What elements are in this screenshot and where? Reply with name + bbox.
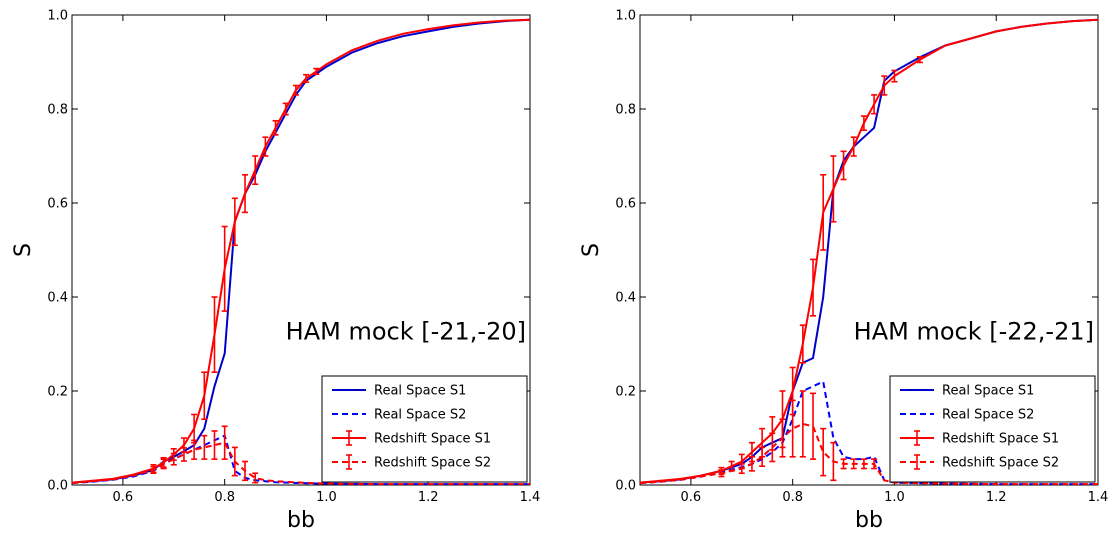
error-bar — [221, 425, 228, 460]
error-bar — [850, 136, 857, 157]
error-bar — [779, 418, 786, 458]
error-bar — [871, 94, 878, 115]
error-bar — [840, 458, 847, 470]
x-axis-label: bb — [287, 508, 315, 533]
y-tick-label: 1.0 — [615, 9, 636, 24]
error-bar — [303, 73, 310, 84]
legend-label: Real Space S2 — [374, 408, 466, 423]
legend: Real Space S1 Real Space S2 Redshift Space… — [321, 375, 528, 483]
legend-box — [889, 375, 1096, 483]
panel-annotation: HAM mock [-21,-20] — [286, 317, 526, 345]
x-tick-label: 0.6 — [113, 490, 134, 505]
error-bar — [881, 75, 888, 96]
y-tick-label: 1.0 — [47, 9, 68, 24]
error-bar — [292, 84, 299, 96]
error-bar — [748, 455, 755, 472]
error-bar — [231, 446, 238, 477]
x-tick-label: 0.8 — [782, 490, 803, 505]
chart-panel-1: 0.6 0.8 1.0 1.2 1.40.00.20.40.60.81.0bbSHAM … — [11, 9, 540, 534]
legend-label: Redshift Space S2 — [374, 456, 491, 471]
error-bar — [242, 174, 249, 214]
series-line-3 — [640, 18, 1098, 484]
error-bar — [282, 102, 289, 116]
legend-label: Real Space S1 — [374, 384, 466, 399]
error-bar — [738, 463, 745, 475]
y-tick-label: 0.4 — [47, 291, 68, 306]
error-bar — [860, 458, 867, 470]
error-bar — [180, 447, 187, 462]
error-bar — [830, 155, 837, 223]
data-area — [640, 18, 1098, 485]
panel-annotation: HAM mock [-22,-21] — [854, 317, 1094, 345]
legend-label: Redshift Space S2 — [942, 456, 1059, 471]
error-bar — [170, 452, 177, 466]
error-bar — [211, 296, 218, 374]
series-line-4 — [72, 441, 530, 485]
error-bar — [150, 465, 157, 475]
legend-box — [321, 375, 528, 483]
error-bar — [916, 56, 923, 64]
x-tick-label: 1.0 — [884, 490, 905, 505]
chart-panel-2: 0.6 0.8 1.0 1.2 1.40.00.20.40.60.81.0bbSHAM … — [579, 9, 1108, 534]
legend-label: Redshift Space S1 — [374, 432, 491, 447]
error-bar — [160, 458, 167, 470]
error-bar — [201, 434, 208, 460]
x-tick-label: 0.8 — [214, 490, 235, 505]
error-bar — [871, 458, 878, 470]
legend-label: Real Space S2 — [942, 408, 1034, 423]
x-tick-label: 1.0 — [316, 490, 337, 505]
x-tick-label: 1.4 — [520, 490, 541, 505]
y-tick-label: 0.8 — [47, 103, 68, 118]
error-bar — [810, 258, 817, 317]
legend-label: Redshift Space S1 — [942, 432, 1059, 447]
x-tick-label: 1.4 — [1088, 490, 1109, 505]
error-bar — [820, 174, 827, 251]
y-tick-label: 0.8 — [615, 103, 636, 118]
x-tick-label: 1.2 — [986, 490, 1007, 505]
axes-frame — [639, 14, 1099, 486]
error-bar — [799, 324, 806, 364]
error-bar — [231, 197, 238, 247]
error-bar — [769, 432, 776, 463]
error-bar — [759, 446, 766, 468]
y-tick-label: 0.0 — [47, 479, 68, 494]
error-bar — [789, 399, 796, 458]
error-bar — [252, 472, 259, 484]
y-tick-label: 0.2 — [47, 385, 68, 400]
x-axis-label: bb — [855, 508, 883, 533]
error-bar — [860, 115, 867, 131]
error-bar — [211, 430, 218, 460]
data-area — [72, 18, 530, 485]
error-bar — [810, 392, 817, 460]
error-bar — [891, 69, 898, 83]
error-bar — [850, 458, 857, 470]
y-tick-label: 0.4 — [615, 291, 636, 306]
error-bar — [221, 225, 228, 312]
error-bar — [799, 390, 806, 458]
legend: Real Space S1 Real Space S2 Redshift Space… — [889, 375, 1096, 483]
y-axis-label: S — [11, 243, 36, 257]
error-bar — [252, 155, 259, 185]
error-bar — [191, 439, 198, 460]
y-axis-label: S — [579, 243, 604, 257]
error-bar — [840, 150, 847, 181]
axes-frame — [71, 14, 531, 486]
error-bar — [820, 427, 827, 477]
legend-label: Real Space S1 — [942, 384, 1034, 399]
x-tick-label: 1.2 — [418, 490, 439, 505]
y-tick-label: 0.0 — [615, 479, 636, 494]
y-tick-label: 0.6 — [47, 197, 68, 212]
error-bar — [272, 119, 279, 136]
error-bar — [830, 441, 837, 482]
x-tick-label: 0.6 — [681, 490, 702, 505]
error-bar — [262, 136, 269, 157]
series-line-3 — [72, 18, 530, 484]
error-bar — [718, 469, 725, 478]
y-tick-label: 0.2 — [615, 385, 636, 400]
error-bar — [242, 460, 249, 482]
error-bar — [201, 371, 208, 421]
y-tick-label: 0.6 — [615, 197, 636, 212]
error-bar — [313, 67, 320, 76]
